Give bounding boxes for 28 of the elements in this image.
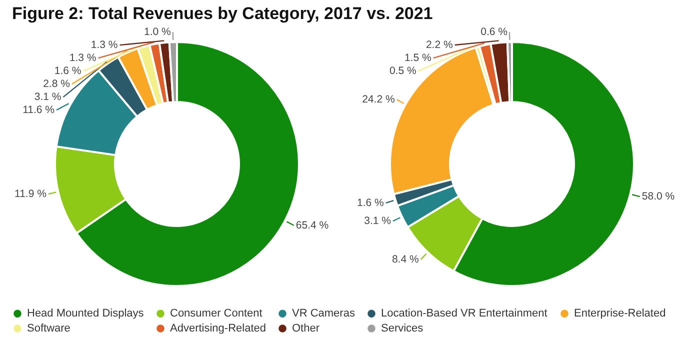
legend-label: Other xyxy=(292,322,320,334)
data-label: 1.6 % xyxy=(54,65,82,78)
legend-label: Enterprise-Related xyxy=(574,308,666,320)
legend-label: VR Cameras xyxy=(292,308,356,320)
legend-label: Software xyxy=(27,322,70,334)
legend-label: Services xyxy=(381,322,424,334)
data-label: 1.3 % xyxy=(90,39,118,52)
data-label: 1.6 % xyxy=(357,196,384,209)
chart-title: Figure 2: Total Revenues by Category, 2017 vs. 2021 xyxy=(12,4,433,24)
data-label: 0.6 % xyxy=(480,26,508,38)
data-label: 11.9 % xyxy=(14,188,46,200)
data-label: 1.3 % xyxy=(69,52,96,64)
data-label: 11.6 % xyxy=(22,104,55,116)
data-label: 8.4 % xyxy=(392,253,419,266)
data-label: 58.0 % xyxy=(642,190,675,203)
legend-label: Advertising-Related xyxy=(170,322,266,334)
legend-label: Head Mounted Displays xyxy=(27,308,144,320)
data-label: 3.1 % xyxy=(364,215,391,228)
data-label: 1.5 % xyxy=(404,52,432,64)
data-label: 24.2 % xyxy=(362,94,395,106)
data-label: 2.2 % xyxy=(426,39,453,52)
data-label: 3.1 % xyxy=(34,91,62,104)
legend-label: Consumer Content xyxy=(170,308,262,320)
legend-label: Location-Based VR Entertainment xyxy=(381,308,548,320)
data-label: 0.5 % xyxy=(389,65,416,78)
data-label: 1.0 % xyxy=(144,26,171,38)
data-label: 65.4 % xyxy=(296,219,329,232)
data-label: 2.8 % xyxy=(43,78,70,90)
